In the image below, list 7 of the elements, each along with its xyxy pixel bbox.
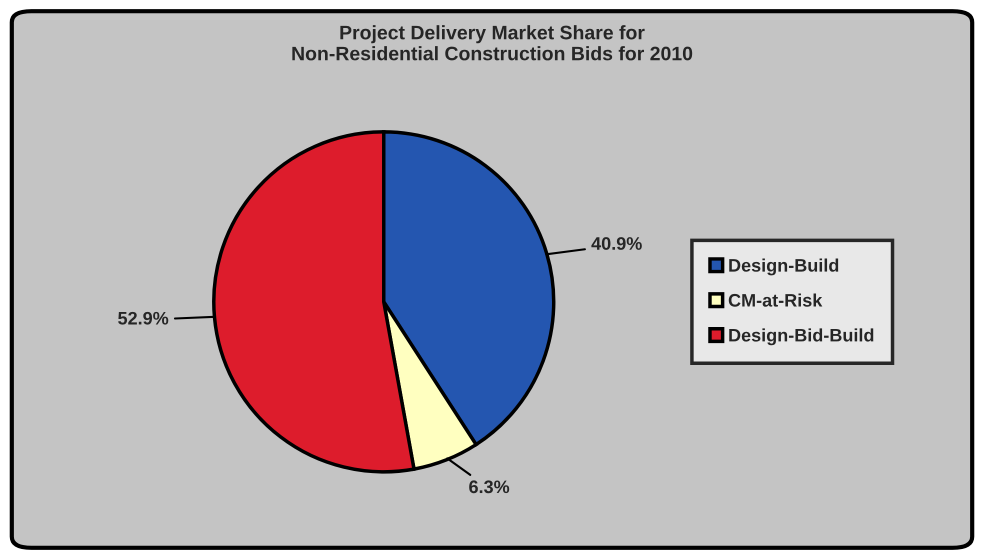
legend-label: Design-Build	[729, 258, 838, 276]
data-label: 52.9%	[118, 312, 168, 325]
chart-title: Project Delivery Market Share for Non-Residential Construction Bids for 2010	[292, 25, 692, 60]
data-label: 6.3%	[469, 480, 510, 494]
legend-label: Design-Bid-Build	[729, 328, 874, 346]
legend-label: CM-at-Risk	[728, 293, 822, 307]
data-label: 40.9%	[591, 237, 642, 250]
